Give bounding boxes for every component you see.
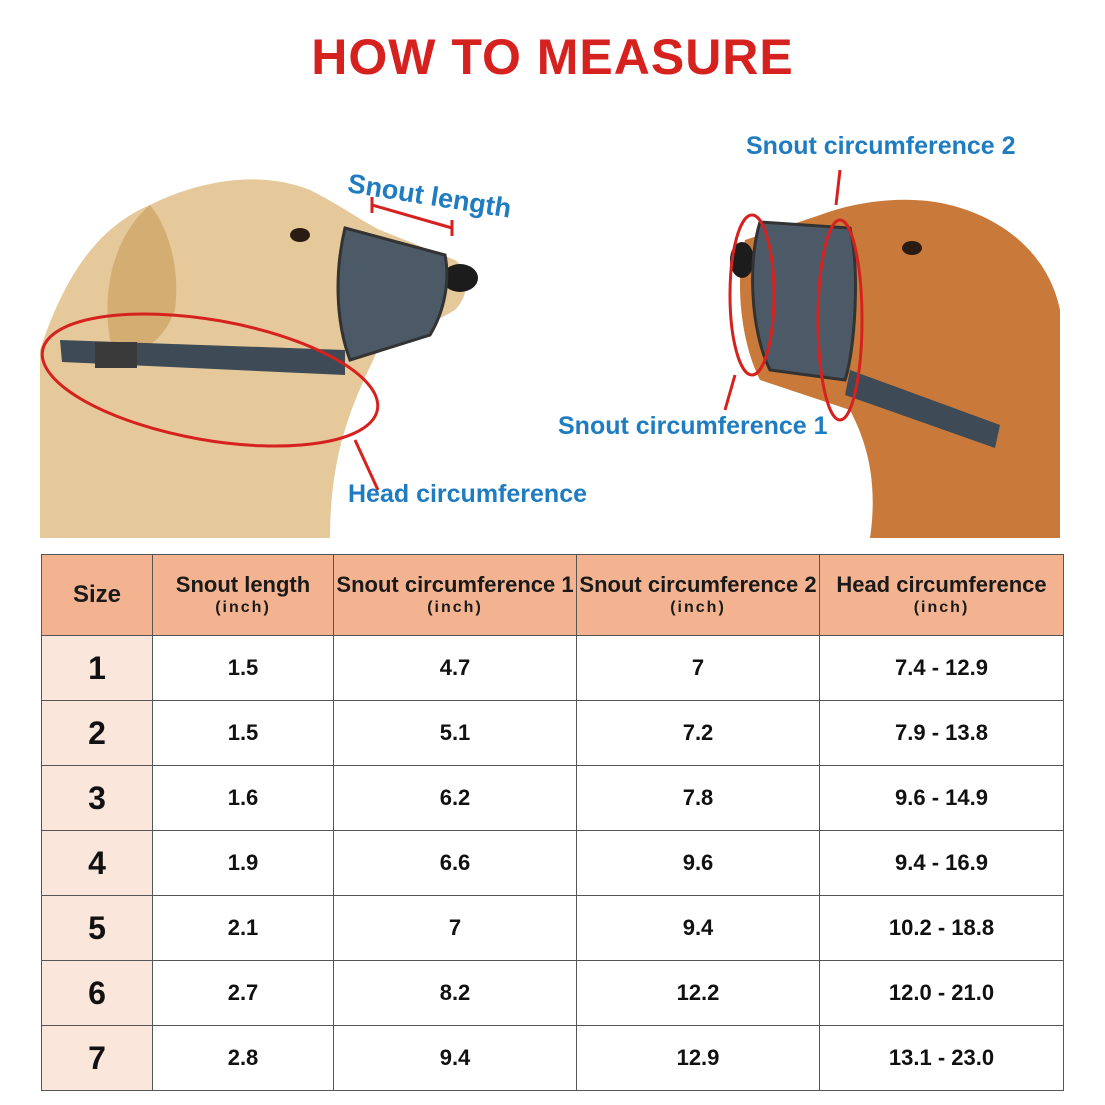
snout-length-cell: 2.1 <box>152 895 334 961</box>
size-cell: 6 <box>41 960 153 1026</box>
snout-circumference-2-cell: 9.4 <box>576 895 820 961</box>
head-circumference-cell: 9.4 - 16.9 <box>819 830 1064 896</box>
snout-circumference-1-cell: 8.2 <box>333 960 577 1026</box>
snout-circumference-2-cell: 7.8 <box>576 765 820 831</box>
snout-circumference-2-cell: 12.2 <box>576 960 820 1026</box>
page-title: HOW TO MEASURE <box>311 29 794 85</box>
head-circumference-cell: 12.0 - 21.0 <box>819 960 1064 1026</box>
snout-circumference-1-label: Snout circumference 1 <box>558 412 828 440</box>
snout-circumference-1-marker <box>723 213 776 411</box>
measurement-illustration <box>0 110 1105 538</box>
head-circumference-cell: 7.9 - 13.8 <box>819 700 1064 766</box>
snout-circumference-1-cell: 6.2 <box>333 765 577 831</box>
header-head-circumference: Head circumference (inch) <box>819 554 1064 636</box>
snout-circumference-1-cell: 9.4 <box>333 1025 577 1091</box>
table-row: 1 1.5 4.7 7 7.4 - 12.9 <box>41 635 1064 701</box>
table-row: 2 1.5 5.1 7.2 7.9 - 13.8 <box>41 700 1064 766</box>
snout-length-cell: 2.7 <box>152 960 334 1026</box>
snout-circumference-2-cell: 9.6 <box>576 830 820 896</box>
header-size: Size <box>41 554 153 636</box>
dog-measurement-drawing <box>40 169 1060 538</box>
table-row: 5 2.1 7 9.4 10.2 - 18.8 <box>41 895 1064 961</box>
head-circumference-cell: 7.4 - 12.9 <box>819 635 1064 701</box>
table-row: 6 2.7 8.2 12.2 12.0 - 21.0 <box>41 960 1064 1026</box>
snout-circumference-1-cell: 5.1 <box>333 700 577 766</box>
snout-circumference-2-cell: 7 <box>576 635 820 701</box>
header-snout-circumference-2: Snout circumference 2 (inch) <box>576 554 820 636</box>
snout-circumference-2-cell: 12.9 <box>576 1025 820 1091</box>
size-cell: 5 <box>41 895 153 961</box>
size-cell: 4 <box>41 830 153 896</box>
snout-length-cell: 1.9 <box>152 830 334 896</box>
size-chart-table: Size Snout length (inch) Snout circumfere… <box>41 554 1064 1091</box>
snout-circumference-1-cell: 7 <box>333 895 577 961</box>
table-row: 4 1.9 6.6 9.6 9.4 - 16.9 <box>41 830 1064 896</box>
header-snout-circumference-1: Snout circumference 1 (inch) <box>333 554 577 636</box>
head-circumference-marker <box>40 312 380 491</box>
snout-circumference-2-cell: 7.2 <box>576 700 820 766</box>
snout-circumference-2-marker <box>816 169 864 422</box>
snout-length-cell: 1.6 <box>152 765 334 831</box>
snout-length-marker <box>370 197 454 236</box>
snout-circumference-1-cell: 4.7 <box>333 635 577 701</box>
table-header-row: Size Snout length (inch) Snout circumfere… <box>41 554 1064 636</box>
snout-circumference-1-cell: 6.6 <box>333 830 577 896</box>
snout-length-cell: 2.8 <box>152 1025 334 1091</box>
head-circumference-cell: 10.2 - 18.8 <box>819 895 1064 961</box>
right-dog-image <box>730 199 1060 538</box>
header-snout-length: Snout length (inch) <box>152 554 334 636</box>
snout-length-cell: 1.5 <box>152 635 334 701</box>
left-dog-image <box>40 179 478 538</box>
size-cell: 1 <box>41 635 153 701</box>
snout-length-cell: 1.5 <box>152 700 334 766</box>
head-circumference-cell: 9.6 - 14.9 <box>819 765 1064 831</box>
size-cell: 2 <box>41 700 153 766</box>
table-row: 3 1.6 6.2 7.8 9.6 - 14.9 <box>41 765 1064 831</box>
snout-circumference-2-label: Snout circumference 2 <box>746 132 1016 160</box>
size-cell: 3 <box>41 765 153 831</box>
table-row: 7 2.8 9.4 12.9 13.1 - 23.0 <box>41 1025 1064 1091</box>
head-circumference-label: Head circumference <box>348 480 588 508</box>
size-cell: 7 <box>41 1025 153 1091</box>
head-circumference-cell: 13.1 - 23.0 <box>819 1025 1064 1091</box>
